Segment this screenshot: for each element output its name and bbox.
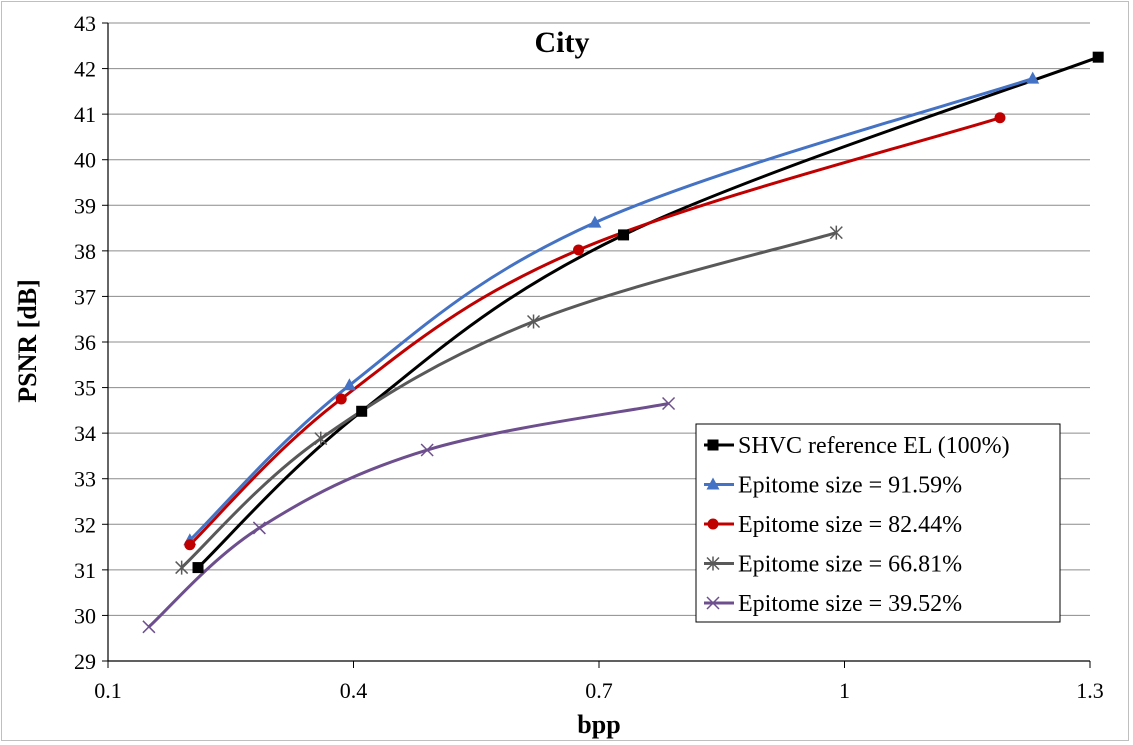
- data-point-series-2: [588, 215, 602, 228]
- data-point-series-4: [829, 225, 843, 240]
- y-tick-label: 43: [74, 11, 96, 36]
- axes: 29 30 31 32 33 34 35 36 37 38 39 40 41 42 43 0.1 0.4 0.7 1…: [74, 11, 1104, 703]
- y-tick-label: 30: [74, 603, 96, 628]
- data-point-series-5: [662, 396, 676, 411]
- y-tick-label: 39: [74, 193, 96, 218]
- x-tick-label: 0.4: [340, 678, 368, 703]
- y-axis-title: PSNR [dB]: [13, 279, 42, 403]
- x-tick-label: 1: [839, 678, 850, 703]
- y-tick-label: 33: [74, 467, 96, 492]
- data-point-series-1: [192, 562, 204, 574]
- series-line-4: [180, 231, 837, 569]
- legend-label: Epitome size = 66.81%: [738, 552, 962, 578]
- legend-swatch-marker: [707, 439, 719, 451]
- y-tick-label: 38: [74, 239, 96, 264]
- x-tick-label: 1.3: [1076, 678, 1104, 703]
- legend-swatch-marker: [706, 596, 720, 610]
- y-tick-label: 36: [74, 330, 96, 355]
- y-tick-label: 31: [74, 558, 96, 583]
- y-tick-label: 37: [74, 284, 96, 309]
- legend-label: SHVC reference EL (100%): [738, 433, 1010, 459]
- legend-label: Epitome size = 82.44%: [738, 512, 962, 538]
- series-line-5: [147, 402, 669, 628]
- x-tick-label: 0.1: [94, 678, 122, 703]
- legend-swatch-marker: [707, 518, 719, 530]
- data-point-series-3: [994, 112, 1006, 124]
- series-line-1: [196, 55, 1099, 569]
- x-axis-title: bpp: [577, 710, 620, 739]
- chart-title: City: [535, 26, 590, 59]
- series-line-2: [188, 77, 1034, 542]
- data-point-series-3: [335, 393, 347, 405]
- data-point-series-2: [1026, 71, 1040, 84]
- legend-swatch-marker: [706, 477, 720, 490]
- series-line-3: [188, 116, 1001, 546]
- data-point-series-3: [573, 244, 585, 256]
- legend-box: [695, 423, 1061, 623]
- legend: SHVC reference EL (100%) Epitome size = 9…: [695, 423, 1061, 623]
- series-lines: [147, 55, 1099, 628]
- legend-swatch-marker: [706, 556, 720, 571]
- legend-label: Epitome size = 39.52%: [738, 591, 962, 617]
- data-point-series-4: [175, 560, 189, 575]
- data-point-series-5: [142, 620, 156, 634]
- data-point-series-3: [184, 539, 196, 551]
- data-point-series-5: [252, 521, 266, 535]
- data-point-series-5: [420, 443, 434, 457]
- y-tick-label: 42: [74, 57, 96, 82]
- y-tick-label: 41: [74, 102, 96, 127]
- x-tick-label: 0.7: [585, 678, 613, 703]
- y-tick-label: 32: [74, 512, 96, 537]
- data-point-series-2: [342, 378, 356, 391]
- data-point-series-4: [527, 314, 541, 329]
- y-tick-label: 34: [74, 421, 96, 446]
- data-point-series-1: [1092, 51, 1104, 63]
- data-point-series-1: [618, 229, 630, 241]
- y-tick-label: 29: [74, 649, 96, 674]
- series-markers: [142, 51, 1104, 634]
- y-tick-label: 40: [74, 148, 96, 173]
- y-tick-label: 35: [74, 376, 96, 401]
- data-point-series-4: [314, 431, 328, 446]
- data-point-series-1: [356, 405, 368, 417]
- legend-label: Epitome size = 91.59%: [738, 473, 962, 499]
